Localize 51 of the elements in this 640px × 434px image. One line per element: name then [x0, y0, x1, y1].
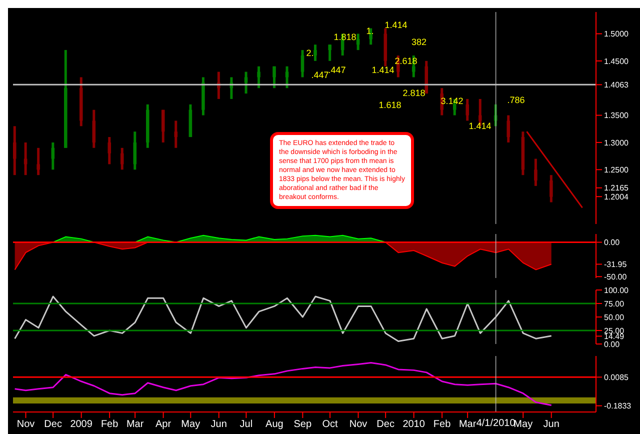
y-tick-label: 1.3500	[604, 111, 630, 120]
y-tick-label: 0.00	[604, 340, 620, 349]
x-tick-label: Aug	[266, 419, 284, 430]
annotation: 1.414	[468, 121, 492, 131]
y-tick-label: 1.2004	[604, 192, 630, 202]
annotation: 1.414	[372, 65, 394, 75]
x-tick-label: 2010	[402, 419, 426, 430]
x-tick-label: Dec	[376, 419, 394, 430]
x-tick-label: Oct	[322, 419, 338, 430]
ref-line-label: 4/1/2010	[476, 418, 516, 429]
y-tick-label: 0.00	[604, 238, 620, 248]
x-tick-label: May	[181, 419, 200, 430]
y-tick-label: 1.5000	[604, 30, 630, 39]
y-tick-label: 1.2165	[604, 184, 630, 193]
y-tick-label: 75.00	[604, 299, 625, 308]
x-tick-label: Feb	[100, 419, 119, 430]
y-tick-label: -0.1833	[604, 402, 632, 411]
y-tick-label: 0.0085	[604, 372, 630, 382]
annotation: .447	[328, 65, 346, 75]
y-tick-label: 50.00	[604, 312, 625, 322]
y-tick-label: 1.2500	[604, 165, 630, 174]
x-tick-label: Sep	[294, 419, 312, 430]
x-tick-label: Jun	[210, 419, 227, 430]
annotation: 3.142	[440, 96, 464, 106]
x-tick-label: Feb	[433, 419, 452, 430]
annotation: 2.618	[394, 56, 418, 66]
x-tick-label: 2009	[70, 419, 93, 430]
annotation: 1.818	[334, 32, 356, 42]
y-tick-label: -31.95	[604, 260, 628, 270]
annotation: 2.	[306, 48, 314, 58]
y-tick-label: 1.3000	[604, 138, 630, 148]
x-tick-label: Nov	[349, 419, 368, 430]
x-tick-label: Apr	[156, 419, 172, 430]
y-tick-label: 100.00	[604, 286, 630, 295]
x-tick-label: Mar	[126, 419, 144, 430]
annotation: 1.	[366, 26, 374, 36]
annotation: 1.618	[378, 100, 402, 110]
x-tick-label: Jun	[543, 419, 560, 430]
annotation: .447	[311, 70, 329, 80]
x-tick-label: Mar	[458, 419, 477, 430]
annotation: 382	[411, 37, 427, 47]
annotation: 2.818	[402, 88, 426, 98]
x-tick-label: Jul	[240, 419, 253, 430]
annotation: 1.414	[384, 20, 408, 30]
annotation: .786	[507, 95, 525, 105]
x-tick-label: May	[514, 419, 533, 430]
x-tick-label: Nov	[16, 419, 35, 430]
y-tick-label: -50.00	[604, 272, 628, 282]
x-tick-label: Dec	[44, 419, 62, 430]
y-tick-label: 1.4063	[604, 80, 630, 90]
y-tick-label: 1.4500	[604, 56, 630, 66]
